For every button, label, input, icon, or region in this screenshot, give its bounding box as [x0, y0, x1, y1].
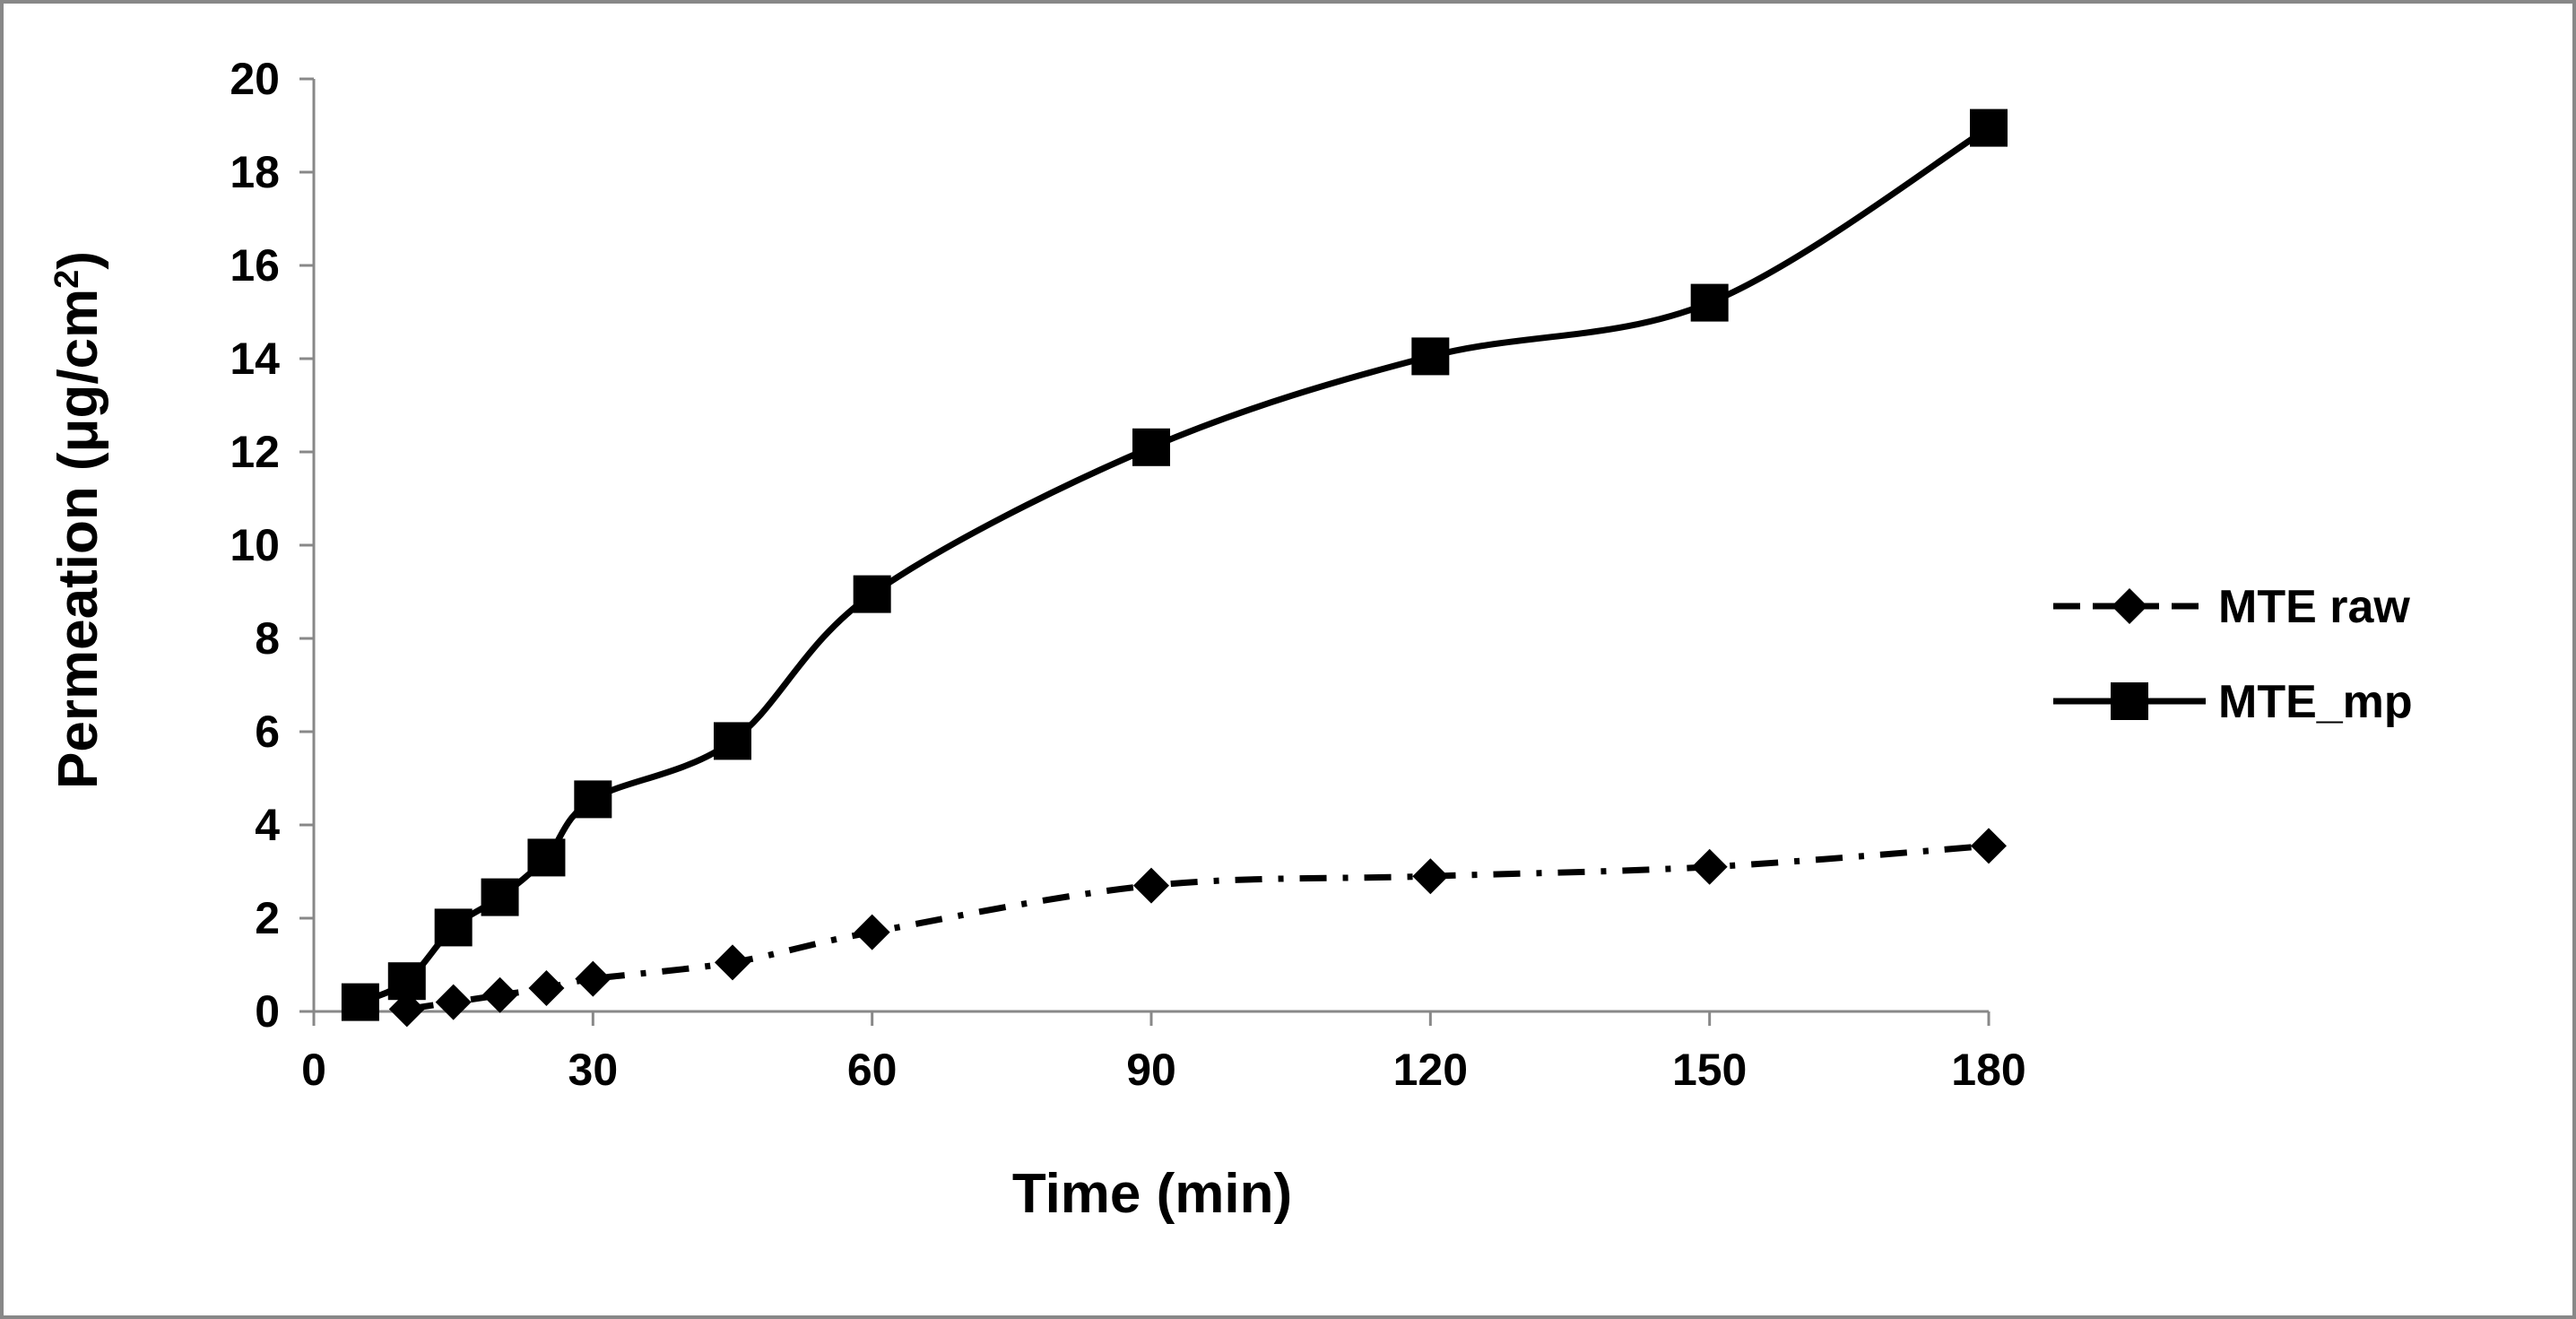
- data-point: [575, 960, 611, 997]
- data-point: [388, 991, 425, 1028]
- x-tick-label: 0: [301, 1045, 326, 1095]
- data-point: [528, 970, 565, 1006]
- y-axis-title-unit: μg/cm: [48, 289, 109, 453]
- data-point: [854, 914, 890, 950]
- legend-label: MTE raw: [2218, 581, 2410, 633]
- y-tick-label: 2: [255, 893, 280, 943]
- y-tick-label: 12: [230, 427, 280, 477]
- x-axis-ticks: 0 30 60 90 120 150 180: [301, 1011, 2026, 1095]
- data-point: [1133, 867, 1169, 904]
- data-point: [527, 838, 566, 877]
- y-tick-label: 4: [255, 800, 280, 850]
- y-tick-label: 8: [255, 613, 280, 664]
- legend-item: MTE_mp: [2053, 676, 2413, 728]
- data-point: [853, 575, 891, 613]
- data-point: [715, 944, 750, 981]
- y-tick-label: 0: [255, 986, 280, 1037]
- data-point: [434, 908, 473, 947]
- data-point: [1690, 283, 1729, 322]
- data-point: [435, 984, 472, 1020]
- x-tick-label: 30: [568, 1045, 619, 1095]
- data-point: [1971, 828, 2007, 864]
- y-tick-label: 18: [230, 147, 280, 197]
- legend-item: MTE raw: [2053, 581, 2410, 633]
- series-mte-raw: [388, 828, 2007, 1028]
- data-point: [341, 983, 379, 1021]
- data-point: [714, 722, 751, 760]
- y-tick-label: 10: [230, 520, 280, 570]
- y-tick-label: 6: [255, 707, 280, 757]
- data-point: [1411, 337, 1450, 376]
- y-axis-title-prefix: Permeation (: [48, 452, 109, 789]
- x-tick-label: 90: [1126, 1045, 1176, 1095]
- x-tick-label: 120: [1393, 1045, 1468, 1095]
- x-tick-label: 150: [1672, 1045, 1747, 1095]
- y-axis-title-unit-superscript: 2: [48, 270, 86, 289]
- data-point: [1691, 848, 1728, 885]
- legend-label: MTE_mp: [2218, 676, 2413, 728]
- data-point: [574, 780, 612, 819]
- legend-marker: [2111, 682, 2148, 720]
- series-layer: [341, 108, 2008, 1028]
- legend-marker: [2112, 588, 2147, 624]
- legend: MTE raw MTE_mp: [2053, 581, 2413, 728]
- y-axis-ticks: 0 2 4 6 8 10 12 14 16 18 20: [230, 54, 314, 1037]
- y-tick-label: 14: [230, 334, 280, 384]
- y-tick-label: 20: [230, 54, 280, 104]
- data-point: [1412, 858, 1449, 895]
- y-axis-title: Permeation (μg/cm2): [48, 251, 109, 789]
- series-line: [406, 842, 1990, 1012]
- x-axis-title: Time (min): [1012, 1163, 1292, 1225]
- data-point: [481, 878, 519, 916]
- y-axis-title-suffix: ): [48, 251, 109, 270]
- y-tick-label: 16: [230, 240, 280, 291]
- data-point: [1132, 428, 1170, 466]
- x-tick-label: 180: [1951, 1045, 2025, 1095]
- series-mte-mp: [341, 108, 2008, 1021]
- x-tick-label: 60: [847, 1045, 898, 1095]
- data-point: [1970, 108, 2008, 147]
- data-point: [387, 962, 426, 1001]
- data-point: [481, 976, 518, 1013]
